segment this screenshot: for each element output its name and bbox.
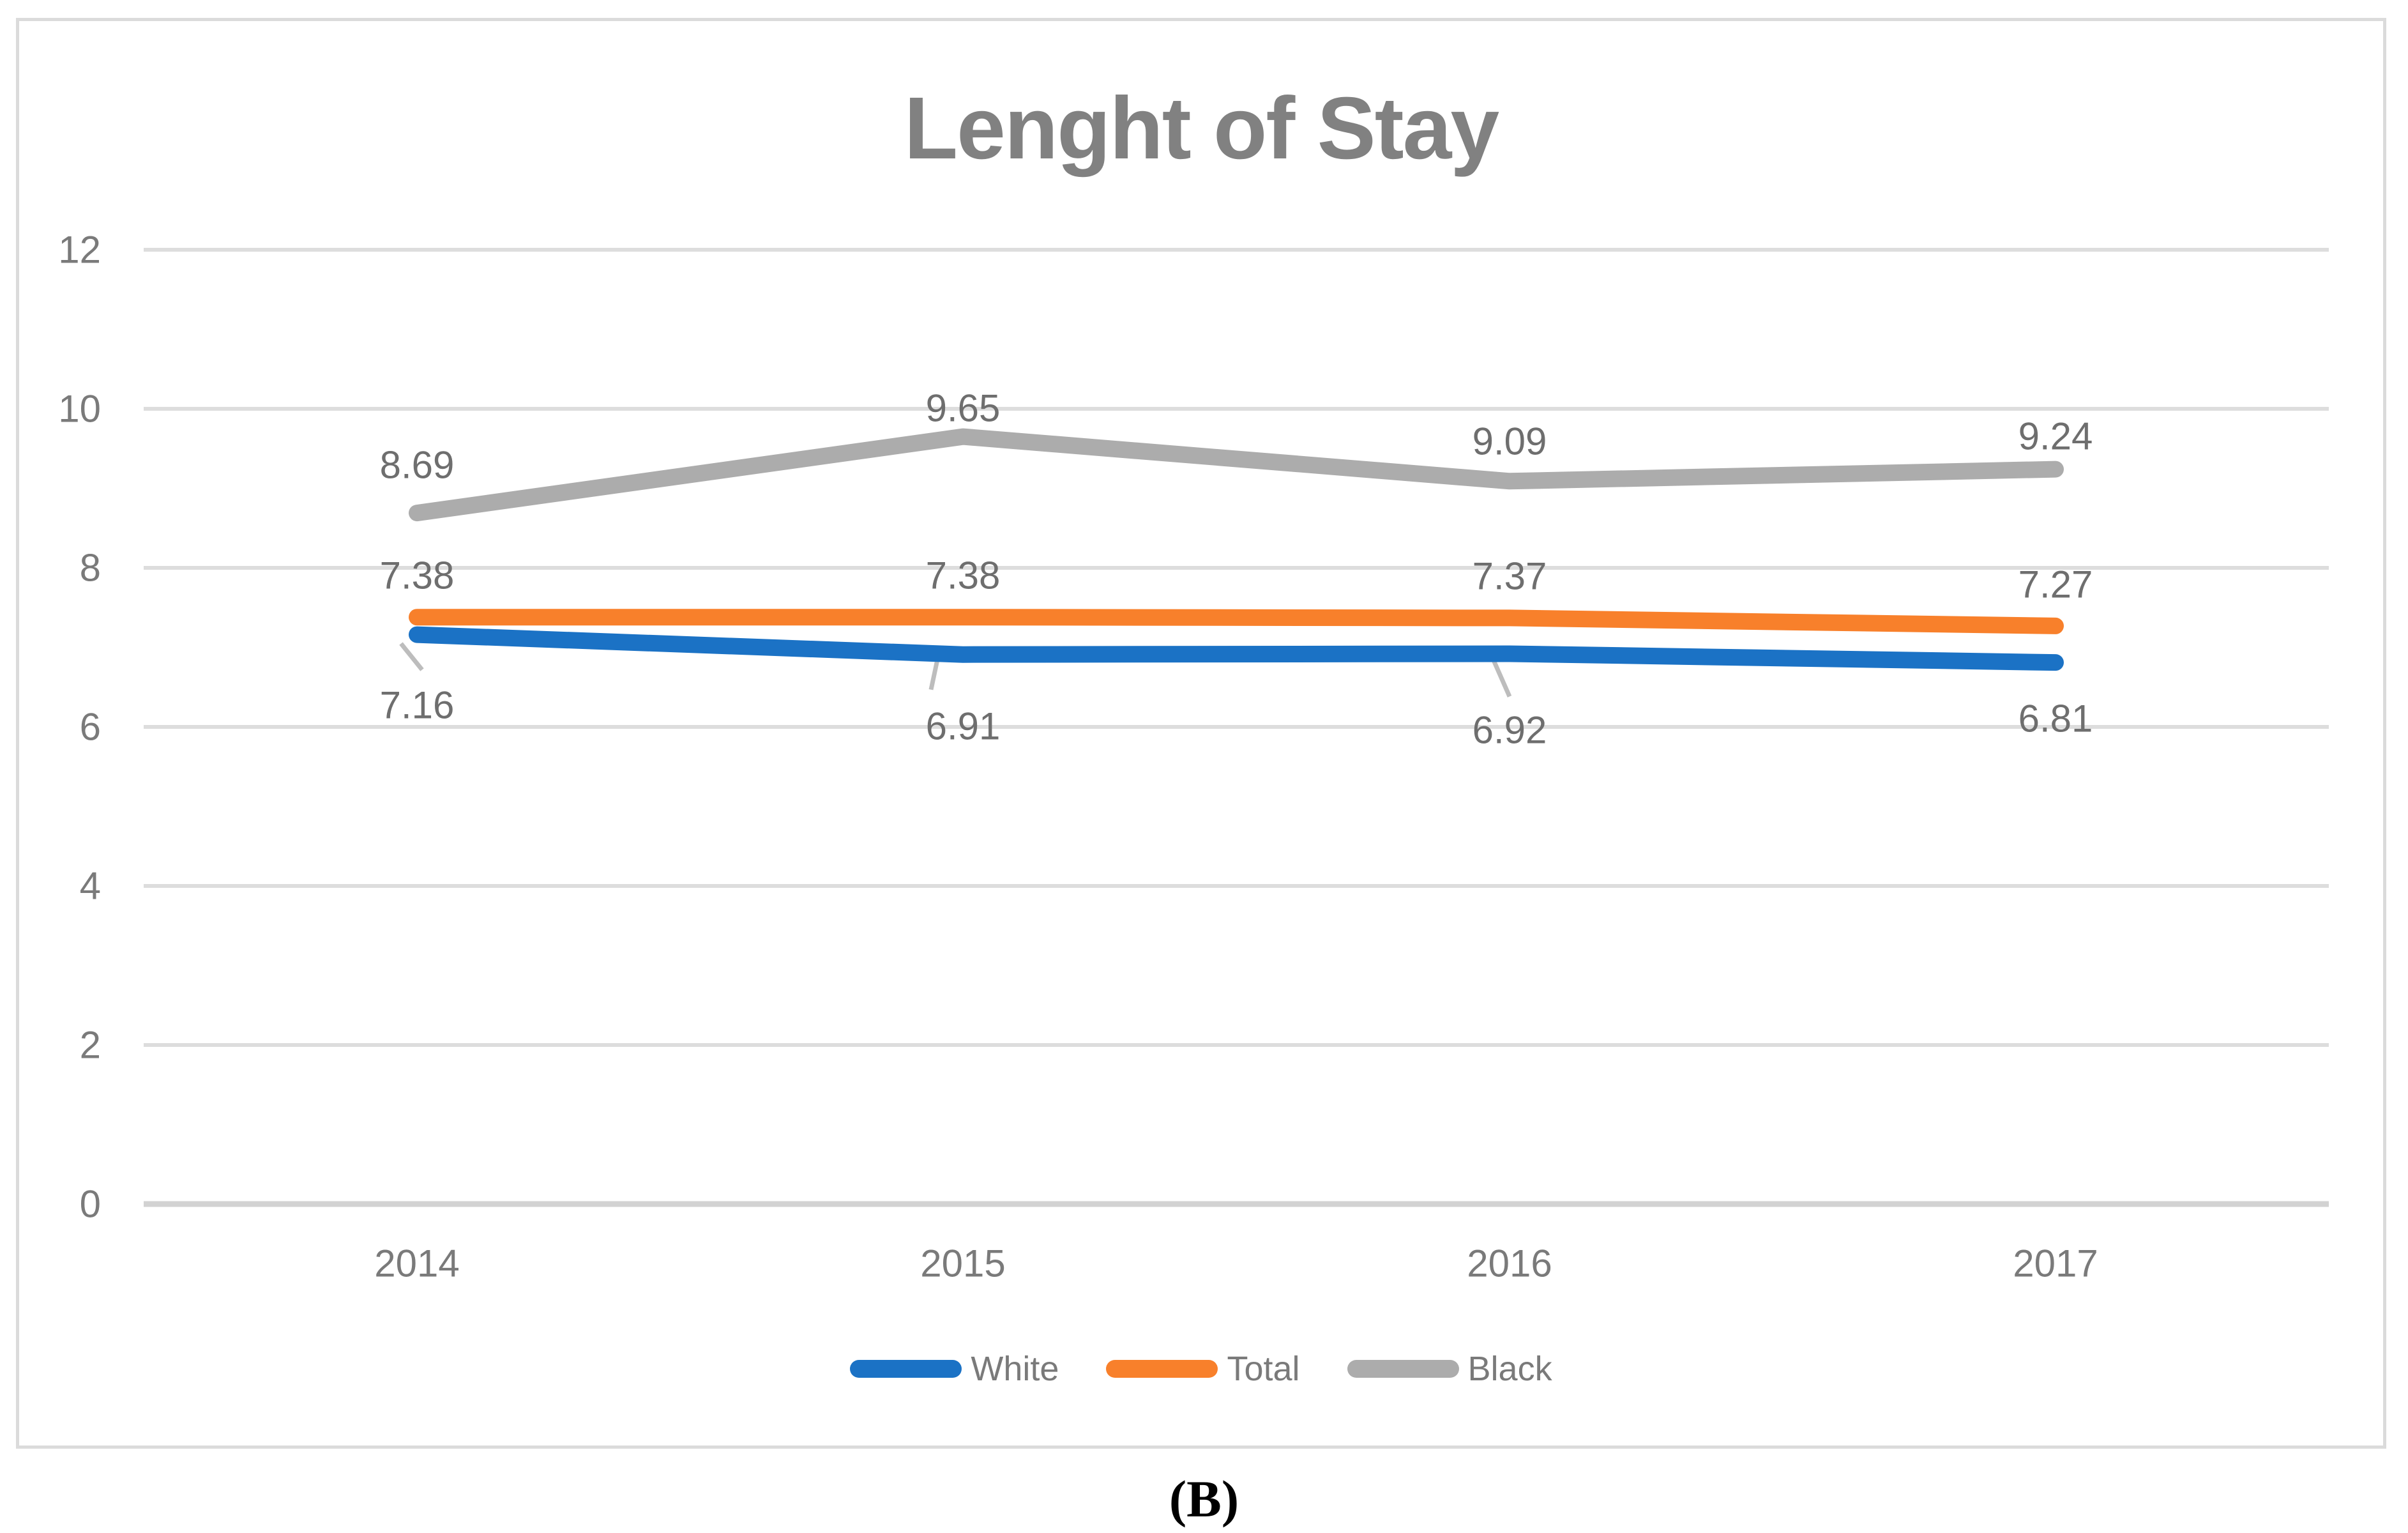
- y-axis-tick-label: 0: [79, 1182, 101, 1226]
- series-line-white: [409, 626, 2064, 671]
- data-label-white: 7.16: [379, 683, 455, 727]
- data-label-white: 6.91: [925, 705, 1001, 748]
- series-line-total: [409, 609, 2064, 634]
- y-axis-tick-label: 2: [79, 1023, 101, 1067]
- data-label-white: 6.81: [2018, 697, 2093, 740]
- y-axis-tick-label: 10: [58, 387, 101, 431]
- x-axis-tick-label: 2017: [2013, 1242, 2098, 1285]
- legend-label-total: Total: [1227, 1350, 1300, 1388]
- legend-swatch-white: [850, 1360, 962, 1378]
- data-label-leader-line: [928, 659, 940, 690]
- chart-title: Lenght of Stay: [904, 79, 1499, 178]
- data-label-total: 7.37: [1472, 554, 1547, 598]
- x-axis-tick-label: 2014: [374, 1242, 460, 1285]
- legend-swatch-total: [1106, 1360, 1218, 1378]
- legend-swatch-black: [1347, 1360, 1459, 1378]
- legend-item-black: Black: [1347, 1349, 1552, 1389]
- legend-label-white: White: [971, 1350, 1059, 1388]
- data-label-leader-line: [1490, 658, 1512, 698]
- x-axis-tick-label: 2016: [1467, 1242, 1552, 1285]
- legend-item-total: Total: [1106, 1349, 1300, 1389]
- x-axis-tick-label: 2015: [920, 1242, 1006, 1285]
- data-label-black: 9.65: [925, 386, 1001, 430]
- data-label-white: 6.92: [1472, 708, 1547, 752]
- chart-frame: [16, 18, 2386, 1449]
- data-label-black: 9.09: [1472, 420, 1547, 463]
- y-axis-tick-label: 8: [79, 546, 101, 590]
- y-axis-tick-label: 4: [79, 864, 101, 908]
- data-label-leader-line: [399, 642, 424, 671]
- legend-item-white: White: [850, 1349, 1059, 1389]
- chart-legend: White Total Black: [16, 1349, 2386, 1389]
- series-line-black: [409, 428, 2064, 522]
- data-label-total: 7.38: [379, 554, 455, 597]
- figure-caption: (B): [1169, 1470, 1239, 1528]
- data-label-black: 9.24: [2018, 415, 2093, 458]
- data-label-black: 8.69: [379, 443, 455, 487]
- data-label-total: 7.38: [925, 554, 1001, 597]
- legend-label-black: Black: [1467, 1350, 1552, 1388]
- y-axis-tick-label: 12: [58, 228, 101, 271]
- y-axis-tick-label: 6: [79, 705, 101, 749]
- data-label-total: 7.27: [2018, 563, 2093, 606]
